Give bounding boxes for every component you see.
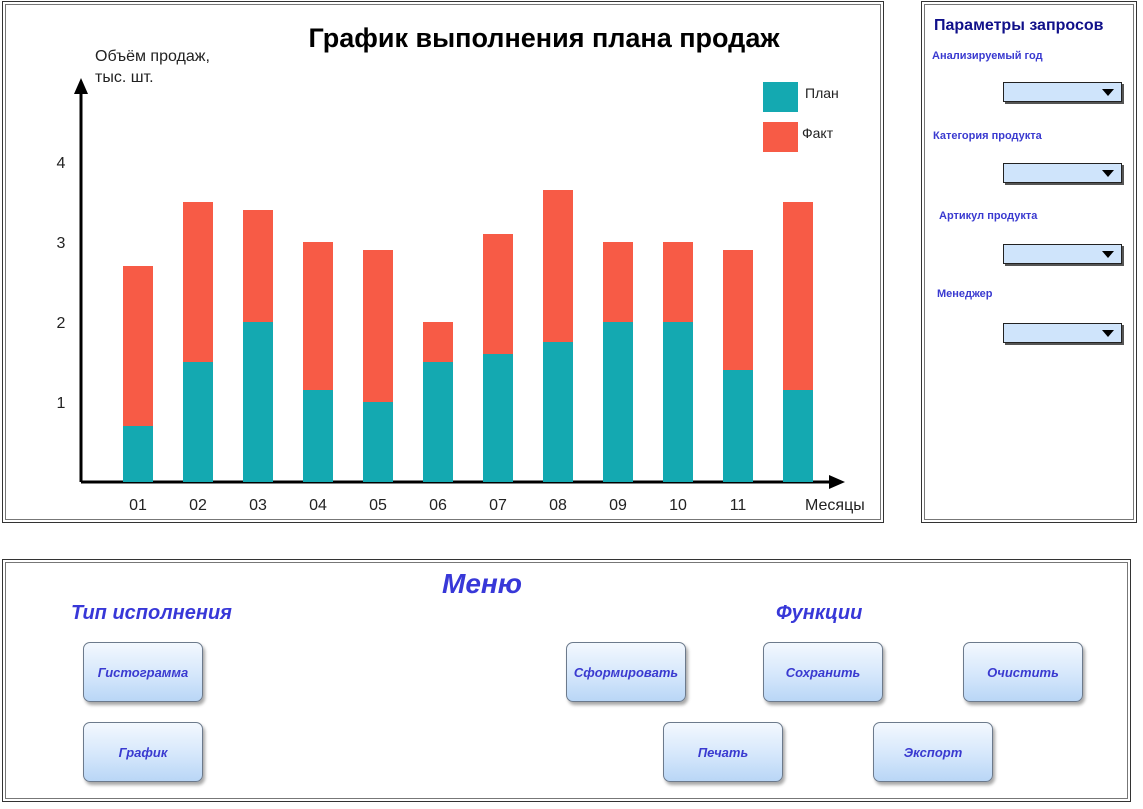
generate-button-label: Сформировать [573, 664, 679, 680]
chevron-down-icon [1102, 251, 1114, 258]
x-ticks-layer: 01 02 03 04 05 06 07 08 09 10 11 [129, 497, 746, 514]
legend: План Факт [763, 82, 839, 152]
export-button[interactable]: Экспорт [873, 722, 993, 782]
bar-fact-06 [423, 322, 453, 362]
bar-plan-11 [723, 370, 753, 482]
exec-type-title: Тип исполнения [71, 602, 232, 624]
menu-panel: Меню Тип исполнения Функции Гистограмма … [2, 559, 1131, 802]
y-tick-label: 4 [57, 155, 66, 172]
print-button[interactable]: Печать [663, 722, 783, 782]
bar-plan-07 [483, 354, 513, 482]
x-axis-arrow [829, 475, 845, 489]
bar-plan-04 [303, 390, 333, 482]
bar-fact-08 [543, 190, 573, 342]
save-button[interactable]: Сохранить [763, 642, 883, 702]
bar-fact-extra [783, 202, 813, 390]
manager-label: Менеджер [937, 288, 993, 300]
x-tick-label: 05 [369, 497, 387, 514]
x-tick-label: 11 [730, 497, 747, 514]
functions-title: Функции [776, 602, 863, 624]
bar-fact-04 [303, 242, 333, 390]
chevron-down-icon [1102, 330, 1114, 337]
chart-panel: График выполнения плана продаж Объём про… [2, 1, 884, 523]
bar-plan-05 [363, 402, 393, 482]
graph-button-label: График [118, 744, 168, 760]
x-tick-label: 01 [129, 497, 147, 514]
menu-title: Меню [442, 568, 523, 599]
y-ticks-layer: 1 2 3 4 [57, 155, 66, 412]
category-select[interactable] [1003, 163, 1122, 183]
y-axis-label-line1: Объём продаж, [95, 48, 210, 65]
x-tick-label: 02 [189, 497, 207, 514]
bar-plan-10 [663, 322, 693, 482]
x-tick-label: 04 [309, 497, 327, 514]
bar-plan-03 [243, 322, 273, 482]
x-tick-label: 10 [669, 497, 687, 514]
bar-fact-03 [243, 210, 273, 322]
legend-swatch-plan [763, 82, 798, 112]
category-label: Категория продукта [933, 130, 1042, 142]
sales-plan-chart: График выполнения плана продаж Объём про… [57, 23, 865, 514]
y-axis-label-line2: тыс. шт. [95, 69, 154, 86]
bar-fact-07 [483, 234, 513, 354]
clear-button-label: Очистить [987, 664, 1059, 680]
bar-fact-05 [363, 250, 393, 402]
x-tick-label: 09 [609, 497, 627, 514]
bar-plan-08 [543, 342, 573, 482]
save-button-label: Сохранить [785, 664, 861, 680]
bar-plan-01 [123, 426, 153, 482]
bar-fact-01 [123, 266, 153, 426]
bar-fact-10 [663, 242, 693, 322]
bars-layer [123, 190, 813, 482]
manager-select[interactable] [1003, 323, 1122, 343]
bar-plan-02 [183, 362, 213, 482]
legend-label-plan: План [805, 85, 839, 101]
chevron-down-icon [1102, 170, 1114, 177]
legend-label-fact: Факт [802, 125, 834, 141]
y-tick-label: 1 [57, 395, 66, 412]
y-axis-arrow [74, 78, 88, 94]
article-label: Артикул продукта [939, 210, 1038, 222]
x-tick-label: 03 [249, 497, 267, 514]
histogram-button-label: Гистограмма [97, 664, 189, 680]
graph-button[interactable]: График [83, 722, 203, 782]
clear-button[interactable]: Очистить [963, 642, 1083, 702]
y-tick-label: 2 [57, 315, 66, 332]
y-tick-label: 3 [57, 235, 66, 252]
bar-fact-02 [183, 202, 213, 362]
x-tick-label: 06 [429, 497, 447, 514]
export-button-label: Экспорт [903, 744, 963, 760]
year-label: Анализируемый год [932, 50, 1043, 62]
bar-plan-09 [603, 322, 633, 482]
query-params-panel: Параметры запросов Анализируемый год Кат… [921, 1, 1137, 523]
x-tick-label: 07 [489, 497, 507, 514]
x-tick-label: 08 [549, 497, 567, 514]
generate-button[interactable]: Сформировать [566, 642, 686, 702]
chevron-down-icon [1102, 89, 1114, 96]
article-select[interactable] [1003, 244, 1122, 264]
histogram-button[interactable]: Гистограмма [83, 642, 203, 702]
chart-title: График выполнения плана продаж [309, 23, 781, 53]
year-select[interactable] [1003, 82, 1122, 102]
legend-swatch-fact [763, 122, 798, 152]
print-button-label: Печать [697, 744, 749, 760]
bar-fact-09 [603, 242, 633, 322]
bar-plan-06 [423, 362, 453, 482]
bar-fact-11 [723, 250, 753, 370]
bar-plan-extra [783, 390, 813, 482]
params-title: Параметры запросов [934, 17, 1104, 34]
x-axis-label: Месяцы [805, 497, 865, 514]
